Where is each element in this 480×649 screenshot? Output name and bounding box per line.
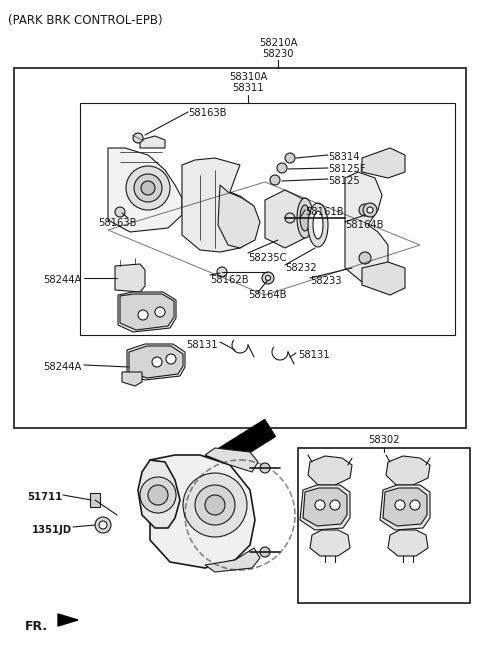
Circle shape [126,166,170,210]
Circle shape [99,521,107,529]
Polygon shape [303,488,347,526]
Circle shape [155,307,165,317]
Polygon shape [150,455,255,568]
Polygon shape [308,456,352,485]
Circle shape [166,354,176,364]
Circle shape [395,500,405,510]
Text: 58125F: 58125F [328,164,365,174]
Polygon shape [362,148,405,178]
Circle shape [205,495,225,515]
Polygon shape [218,185,260,248]
Circle shape [262,272,274,284]
Text: 58163B: 58163B [98,218,136,228]
Polygon shape [308,203,328,247]
Text: 58131: 58131 [186,340,218,350]
Circle shape [95,517,111,533]
Text: 58244A: 58244A [44,275,82,285]
Polygon shape [108,148,182,232]
Circle shape [195,485,235,525]
Polygon shape [300,485,350,530]
Polygon shape [297,198,313,238]
Polygon shape [138,460,180,528]
Text: (PARK BRK CONTROL-EPB): (PARK BRK CONTROL-EPB) [8,14,163,27]
Polygon shape [118,292,176,332]
Polygon shape [122,372,142,386]
Text: 58125: 58125 [328,176,360,186]
Circle shape [134,174,162,202]
Circle shape [270,175,280,185]
Polygon shape [127,344,185,380]
Text: 51711: 51711 [27,492,62,502]
Text: 58230: 58230 [262,49,294,59]
Circle shape [330,500,340,510]
Text: 58310A: 58310A [229,72,267,82]
Circle shape [285,213,295,223]
Text: 1351JD: 1351JD [32,525,72,535]
Circle shape [141,181,155,195]
Text: 58164B: 58164B [248,290,287,300]
Polygon shape [205,548,260,572]
Circle shape [133,133,143,143]
Circle shape [148,485,168,505]
Circle shape [277,163,287,173]
Circle shape [217,267,227,277]
Polygon shape [90,493,100,507]
Circle shape [285,153,295,163]
Circle shape [410,500,420,510]
Polygon shape [120,294,174,330]
Circle shape [265,275,271,280]
Polygon shape [205,448,258,472]
Polygon shape [195,419,276,480]
Polygon shape [180,472,220,492]
Circle shape [359,204,371,216]
Polygon shape [300,205,310,231]
Circle shape [152,357,162,367]
Text: 58161B: 58161B [305,207,344,217]
Polygon shape [129,346,183,378]
Circle shape [260,547,270,557]
Polygon shape [310,530,350,556]
Polygon shape [383,488,427,526]
Text: 58232: 58232 [285,263,317,273]
Circle shape [140,477,176,513]
Text: 58233: 58233 [310,276,341,286]
Text: 58235C: 58235C [248,253,287,263]
Polygon shape [345,172,388,282]
Text: 58210A: 58210A [259,38,297,48]
Polygon shape [380,485,430,530]
Circle shape [359,252,371,264]
Circle shape [363,203,377,217]
Polygon shape [58,614,78,626]
Polygon shape [182,158,258,252]
Bar [298,448,470,603]
Text: 58163B: 58163B [188,108,227,118]
Bar [14,68,466,428]
Text: 58311: 58311 [232,83,264,93]
Text: 58131: 58131 [298,350,330,360]
Text: FR.: FR. [25,620,48,633]
Polygon shape [362,262,405,295]
Text: 58164B: 58164B [345,220,384,230]
Circle shape [115,207,125,217]
Polygon shape [115,264,145,292]
Polygon shape [140,136,165,148]
Bar [80,103,455,335]
Circle shape [183,473,247,537]
Text: 58244A: 58244A [44,362,82,372]
Polygon shape [265,190,305,248]
Circle shape [138,310,148,320]
Circle shape [315,500,325,510]
Text: 58162B: 58162B [210,275,249,285]
Text: 58302: 58302 [368,435,400,445]
Text: 58314: 58314 [328,152,360,162]
Polygon shape [388,530,428,556]
Circle shape [367,207,373,213]
Polygon shape [386,456,430,485]
Circle shape [260,463,270,473]
Polygon shape [313,211,323,239]
